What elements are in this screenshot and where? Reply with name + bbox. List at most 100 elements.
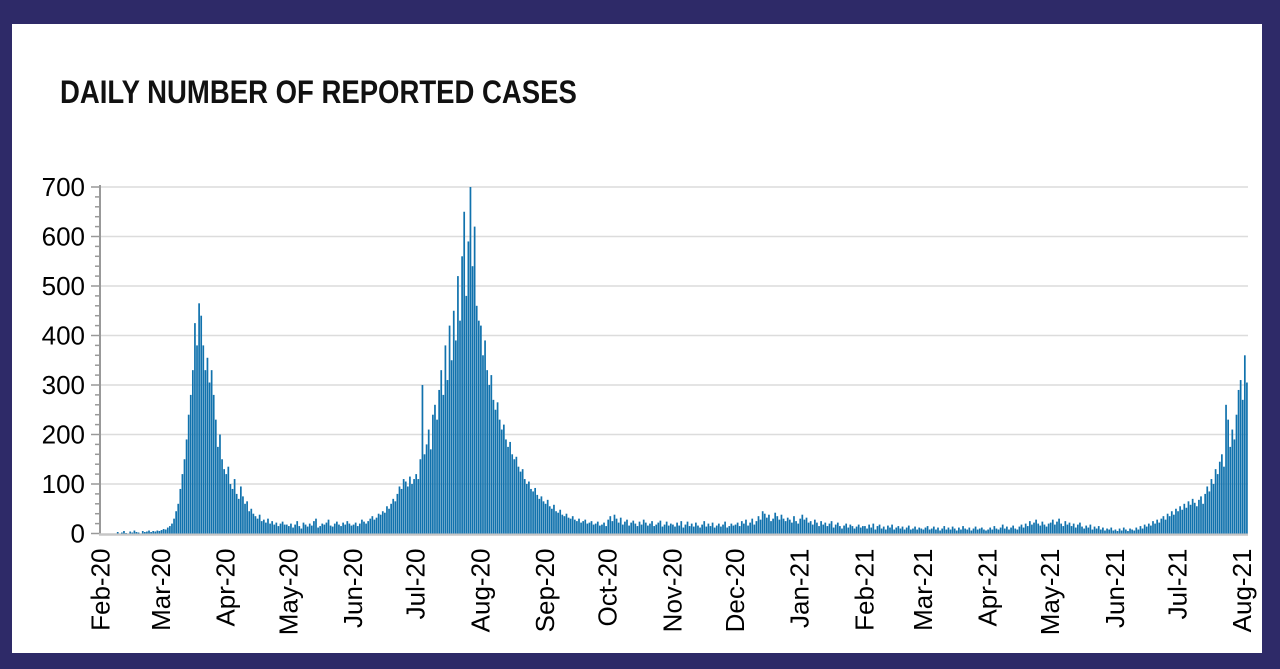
bar: [859, 527, 862, 534]
bar: [189, 394, 192, 534]
bar: [776, 516, 779, 534]
bar: [907, 525, 910, 534]
bar: [910, 529, 912, 534]
bar: [1166, 513, 1169, 534]
bar: [1012, 525, 1014, 534]
bar: [1229, 446, 1232, 534]
bar: [544, 503, 547, 534]
x-axis-labels: Feb-20 Mar-20 Apr-20 May-20 Jun-20 Jul-20 Aug-…: [86, 548, 1258, 635]
chart-title: DAILY NUMBER OF REPORTED CASES: [60, 74, 577, 110]
bar: [853, 528, 856, 534]
bar: [805, 517, 808, 534]
bar: [242, 496, 244, 534]
bar: [1031, 524, 1033, 534]
bar: [864, 526, 866, 534]
bar: [582, 521, 585, 534]
x-tick-label: Aug-20: [465, 549, 495, 633]
bar: [749, 522, 751, 534]
bar: [555, 511, 557, 534]
bar: [997, 529, 1000, 534]
bar: [561, 514, 564, 534]
bar: [849, 524, 852, 534]
bar: [876, 526, 879, 534]
bar: [736, 522, 739, 534]
y-tick-label: 0: [71, 519, 85, 549]
bar: [194, 323, 196, 534]
bar: [1225, 404, 1227, 534]
bar: [1131, 529, 1133, 534]
bar: [571, 516, 574, 534]
bar: [701, 524, 703, 534]
bar: [206, 357, 209, 534]
bar: [740, 521, 743, 534]
bar: [688, 526, 691, 534]
bar: [882, 526, 885, 534]
bar: [352, 524, 355, 534]
bar: [133, 530, 136, 534]
x-tick-label: Jun-21: [1100, 549, 1130, 629]
bar: [361, 519, 363, 534]
x-tick-label: Feb-21: [849, 549, 879, 631]
bar: [814, 519, 816, 534]
bar: [816, 522, 818, 534]
bar: [1200, 496, 1202, 534]
bar: [146, 531, 148, 534]
bar: [784, 521, 787, 534]
bar: [265, 522, 267, 534]
bar: [327, 519, 330, 534]
bar: [1208, 491, 1211, 534]
bar: [822, 524, 825, 534]
bar: [329, 525, 332, 534]
y-tick-label: 700: [42, 172, 85, 202]
bar: [1008, 529, 1010, 534]
bar: [402, 479, 405, 534]
bar: [377, 513, 380, 534]
bar: [726, 527, 729, 534]
bar: [707, 523, 710, 534]
bar: [715, 525, 718, 534]
bar: [841, 528, 843, 534]
bar: [152, 531, 155, 534]
bar: [519, 471, 522, 534]
bar: [356, 526, 359, 534]
bar: [333, 523, 336, 534]
bar: [955, 530, 958, 534]
bar: [619, 517, 622, 534]
bar: [828, 523, 831, 534]
x-tick-label: Apr-21: [973, 548, 1003, 626]
bar: [680, 521, 683, 534]
bar: [162, 529, 165, 534]
bar: [217, 446, 219, 534]
bar: [586, 523, 589, 534]
bar: [567, 517, 570, 534]
bar: [166, 527, 169, 534]
bar: [336, 521, 338, 534]
x-tick-label: Jul-21: [1163, 549, 1193, 620]
bars: [116, 187, 1248, 534]
bar: [191, 370, 194, 534]
bar: [887, 525, 889, 534]
bar: [995, 528, 998, 534]
bar: [1020, 524, 1023, 534]
bar: [137, 532, 140, 534]
bar: [791, 522, 793, 534]
bar: [928, 529, 931, 534]
bar: [1047, 523, 1050, 534]
x-tick-label: Aug-21: [1227, 549, 1257, 633]
bar: [277, 526, 280, 534]
bar: [1185, 507, 1188, 534]
bar: [874, 529, 877, 534]
bar: [198, 303, 200, 534]
bar: [1112, 530, 1115, 534]
bar: [502, 424, 505, 534]
bar: [974, 526, 977, 534]
bar: [1085, 525, 1088, 534]
bar: [603, 522, 605, 534]
bar: [273, 524, 276, 534]
bar: [252, 513, 255, 534]
bar: [1006, 526, 1008, 534]
bar: [246, 501, 248, 534]
bar: [325, 522, 328, 534]
bar: [724, 521, 726, 534]
